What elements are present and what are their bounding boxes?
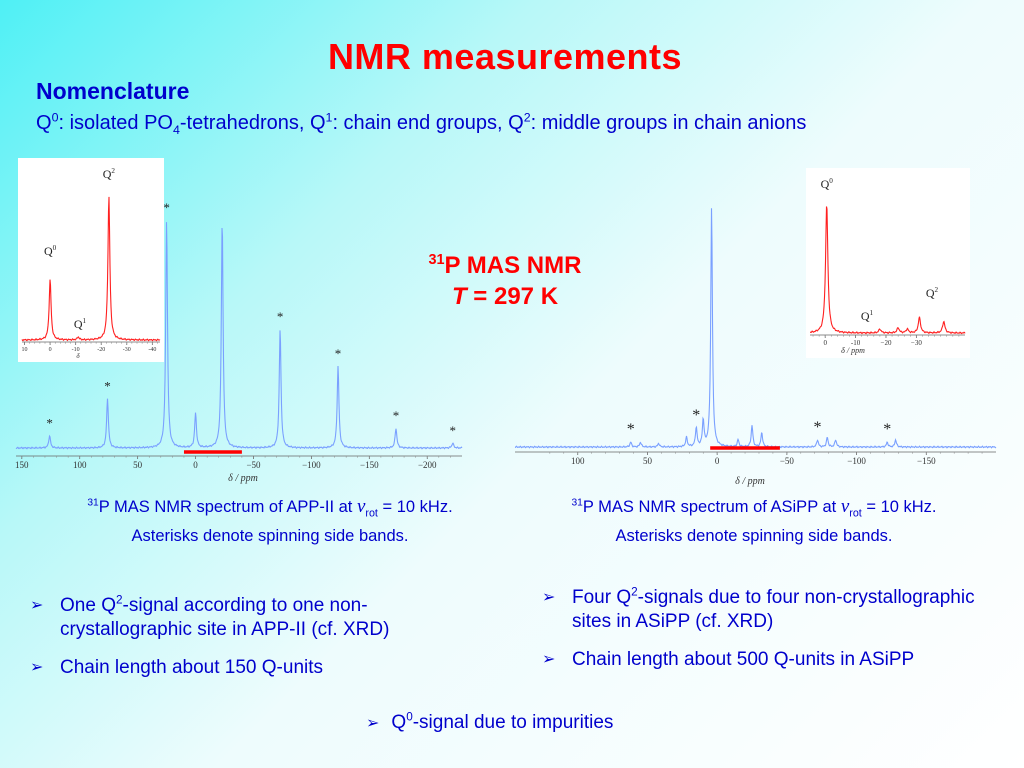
x-tick-label: 150 xyxy=(15,460,29,470)
arrow-bullet-icon: ➢ xyxy=(542,651,556,668)
spectrum-line xyxy=(810,206,966,335)
peak-label: * xyxy=(163,200,170,215)
x-tick-label: 100 xyxy=(571,456,585,466)
asipp-findings: ➢ Four Q2-signals due to four non-crystal… xyxy=(542,586,992,686)
list-item: ➢ Four Q2-signals due to four non-crystal… xyxy=(542,585,975,632)
x-tick-label: -20 xyxy=(97,347,105,353)
list-item: ➢ One Q2-signal according to one non-crys… xyxy=(30,593,390,640)
x-tick-label: 0 xyxy=(49,347,52,353)
x-tick-label: 0 xyxy=(823,339,827,347)
peak-label: * xyxy=(449,423,456,438)
x-tick-label: 0 xyxy=(715,456,720,466)
peak-label: * xyxy=(883,421,891,438)
spectrum-line xyxy=(514,208,997,449)
x-tick-label: -10 xyxy=(851,339,861,347)
peak-label: * xyxy=(393,408,400,423)
x-tick-label: −30 xyxy=(911,339,922,347)
x-tick-label: −50 xyxy=(780,456,795,466)
inset-background xyxy=(806,168,970,358)
x-tick-label: -40 xyxy=(148,347,156,353)
x-tick-label: −200 xyxy=(418,460,437,470)
x-tick-label: 10 xyxy=(22,347,28,353)
x-tick-label: −150 xyxy=(360,460,379,470)
x-tick-label: 50 xyxy=(133,460,143,470)
arrow-bullet-icon: ➢ xyxy=(366,715,380,732)
asipp-caption: 31P MAS NMR spectrum of ASiPP at νrot = … xyxy=(571,496,937,545)
nomenclature-definitions: Q0: isolated PO4-tetrahedrons, Q1: chain… xyxy=(36,110,807,137)
x-tick-label: −150 xyxy=(917,456,936,466)
x-axis-label: δ / ppm xyxy=(735,476,765,487)
x-tick-label: -10 xyxy=(72,347,80,353)
impurity-note: ➢ Q0-signal due to impurities xyxy=(366,710,614,733)
arrow-bullet-icon: ➢ xyxy=(30,597,44,614)
list-item: ➢ Chain length about 500 Q-units in ASiPP xyxy=(542,649,915,670)
x-tick-label: −50 xyxy=(246,460,261,470)
x-axis-label: δ / ppm xyxy=(228,473,258,484)
app-ii-caption: 31P MAS NMR spectrum of APP-II at νrot =… xyxy=(87,496,453,545)
arrow-bullet-icon: ➢ xyxy=(30,659,44,676)
peak-label: * xyxy=(627,421,635,438)
peak-label: * xyxy=(814,419,822,436)
x-tick-label: 50 xyxy=(643,456,653,466)
spectrum-line xyxy=(21,196,161,342)
inset-background xyxy=(18,158,164,362)
arrow-bullet-icon: ➢ xyxy=(542,589,556,606)
x-tick-label: -30 xyxy=(123,347,131,353)
x-axis-label: δ / ppm xyxy=(841,346,865,355)
x-tick-label: −100 xyxy=(847,456,866,466)
x-tick-label: −20 xyxy=(881,339,892,347)
list-item: ➢ Chain length about 150 Q-units xyxy=(30,657,324,678)
slide-title: NMR measurements xyxy=(327,36,683,77)
peak-label: * xyxy=(692,407,700,424)
peak-label: * xyxy=(277,309,284,324)
asipp-spectrum: 100 50 0 −50 −100 −150 δ / ppm * * * * xyxy=(514,208,997,487)
x-axis-label: δ xyxy=(76,352,80,360)
peak-label: * xyxy=(46,416,53,431)
app-ii-findings: ➢ One Q2-signal according to one non-crys… xyxy=(30,594,470,694)
peak-label: * xyxy=(335,346,342,361)
x-tick-label: 100 xyxy=(73,460,87,470)
nmr-conditions-label: 31P MAS NMR T = 297 K xyxy=(428,252,582,310)
x-tick-label: 0 xyxy=(193,460,198,470)
spectrum-line xyxy=(15,222,463,450)
nomenclature-heading: Nomenclature xyxy=(36,78,190,104)
peak-label: * xyxy=(104,378,111,393)
x-tick-label: −100 xyxy=(302,460,321,470)
